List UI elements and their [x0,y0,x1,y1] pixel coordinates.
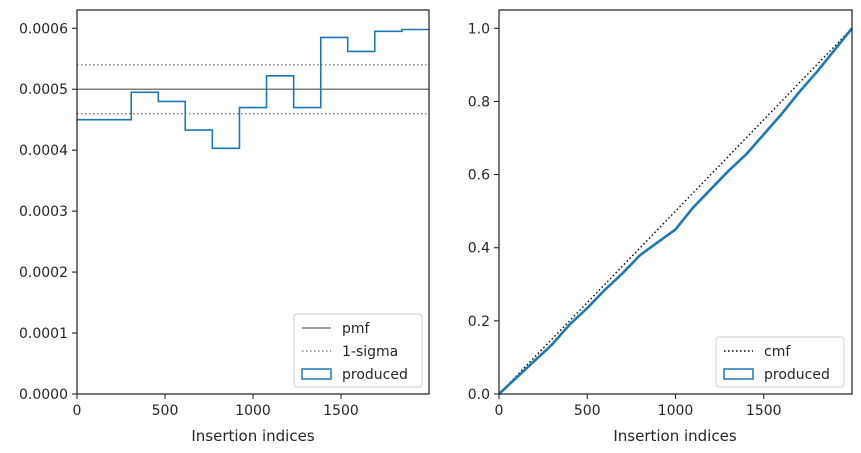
pmf-panel: 0 500 1000 1500 0.0000 0.0001 0.0002 0.0003 0.00… [19,9,430,445]
plot-area-right [499,10,852,394]
y-tick-label: 0.0002 [19,265,68,281]
axes-frame-right [498,9,853,395]
legend-frame [715,336,845,388]
x-tick-label: 0 [495,403,504,419]
axes-frame-left [76,9,430,395]
y-tick-label: 0.0 [468,387,490,403]
legend-left: pmf 1-sigma produced [293,313,423,388]
cmf-line [498,27,853,395]
x-tick-label: 1000 [235,403,271,419]
y-tick-label: 0.0006 [19,21,68,37]
x-tick-label: 500 [574,403,601,419]
y-tick-label: 0.0003 [19,204,68,220]
x-tick-label: 1500 [746,403,782,419]
y-tick-label: 0.2 [468,314,490,330]
y-tick-label: 0.6 [468,168,490,184]
legend-handle-produced [723,368,754,380]
x-tick-label: 1500 [323,403,359,419]
legend-label: cmf [764,344,791,360]
legend-handle-produced [301,368,332,380]
legend-label: produced [342,367,408,383]
y-tick-label: 0.0000 [19,387,68,403]
legend-right: cmf produced [715,336,845,388]
x-axis-label-right: Insertion indices [613,427,736,445]
legend-label: produced [764,367,830,383]
x-tick-label: 0 [73,403,82,419]
produced-step-line [77,28,429,150]
y-tick-label: 0.4 [468,241,490,257]
legend-label: 1-sigma [342,344,398,360]
legend-label: pmf [342,321,371,337]
y-tick-label: 0.0004 [19,143,68,159]
y-tick-label: 0.0001 [19,326,68,342]
y-tick-label: 0.0005 [19,82,68,98]
cmf-panel: 0 500 1000 1500 0.0 0.2 0.4 0.6 0.8 1.0 Insertion… [468,9,854,445]
y-tick-label: 0.8 [468,94,490,110]
produced-cumulative-line [498,27,854,395]
x-axis-label-left: Insertion indices [191,427,314,445]
x-tick-label: 1000 [658,403,694,419]
y-tick-label: 1.0 [468,21,490,37]
x-tick-label: 500 [152,403,179,419]
